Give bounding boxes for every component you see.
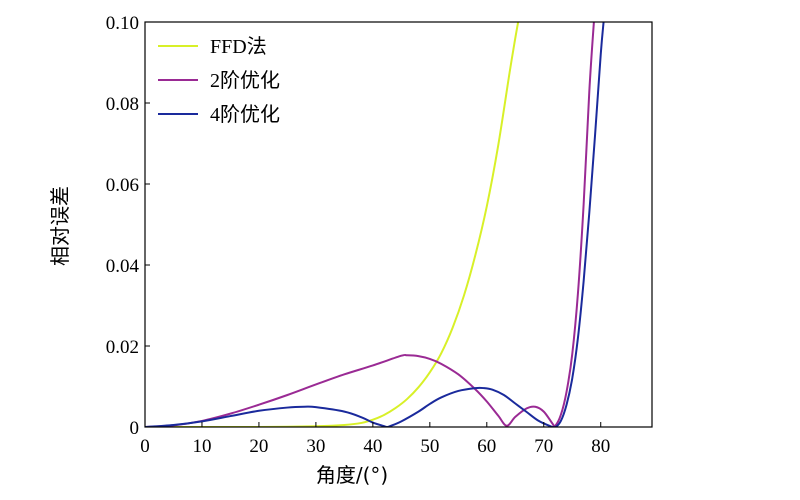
series-line-2 [145, 22, 595, 427]
y-tick-label: 0.08 [106, 94, 139, 115]
y-tick-label: 0 [130, 418, 140, 439]
series-line-1 [145, 22, 520, 427]
legend-label: 4阶优化 [210, 103, 280, 126]
y-tick-label: 0.04 [106, 256, 140, 277]
plot-frame [144, 21, 653, 428]
x-tick-label: 10 [192, 436, 211, 457]
series-line-3 [145, 22, 605, 427]
x-tick-label: 20 [249, 436, 268, 457]
y-axis: 0 0.02 0.04 0.06 0.08 0.10 [106, 13, 150, 439]
x-tick-label: 30 [306, 436, 325, 457]
legend-label: FFD法 [210, 35, 267, 58]
x-tick-label: 0 [140, 436, 150, 457]
x-axis-title: 角度/(°) [316, 463, 388, 487]
x-tick-label: 80 [591, 436, 610, 457]
y-tick-label: 0.02 [106, 337, 139, 358]
y-axis-title: 相对误差 [48, 186, 72, 266]
x-tick-label: 70 [534, 436, 553, 457]
x-axis: 0 10 20 30 40 50 60 70 80 [140, 422, 610, 457]
y-tick-label: 0.06 [106, 175, 139, 196]
x-tick-label: 60 [477, 436, 496, 457]
legend: FFD法 2阶优化 4阶优化 [158, 35, 280, 126]
y-tick-label: 0.10 [106, 13, 139, 34]
legend-label: 2阶优化 [210, 69, 280, 92]
series-layer [145, 22, 605, 427]
x-tick-label: 40 [363, 436, 382, 457]
x-tick-label: 50 [420, 436, 439, 457]
